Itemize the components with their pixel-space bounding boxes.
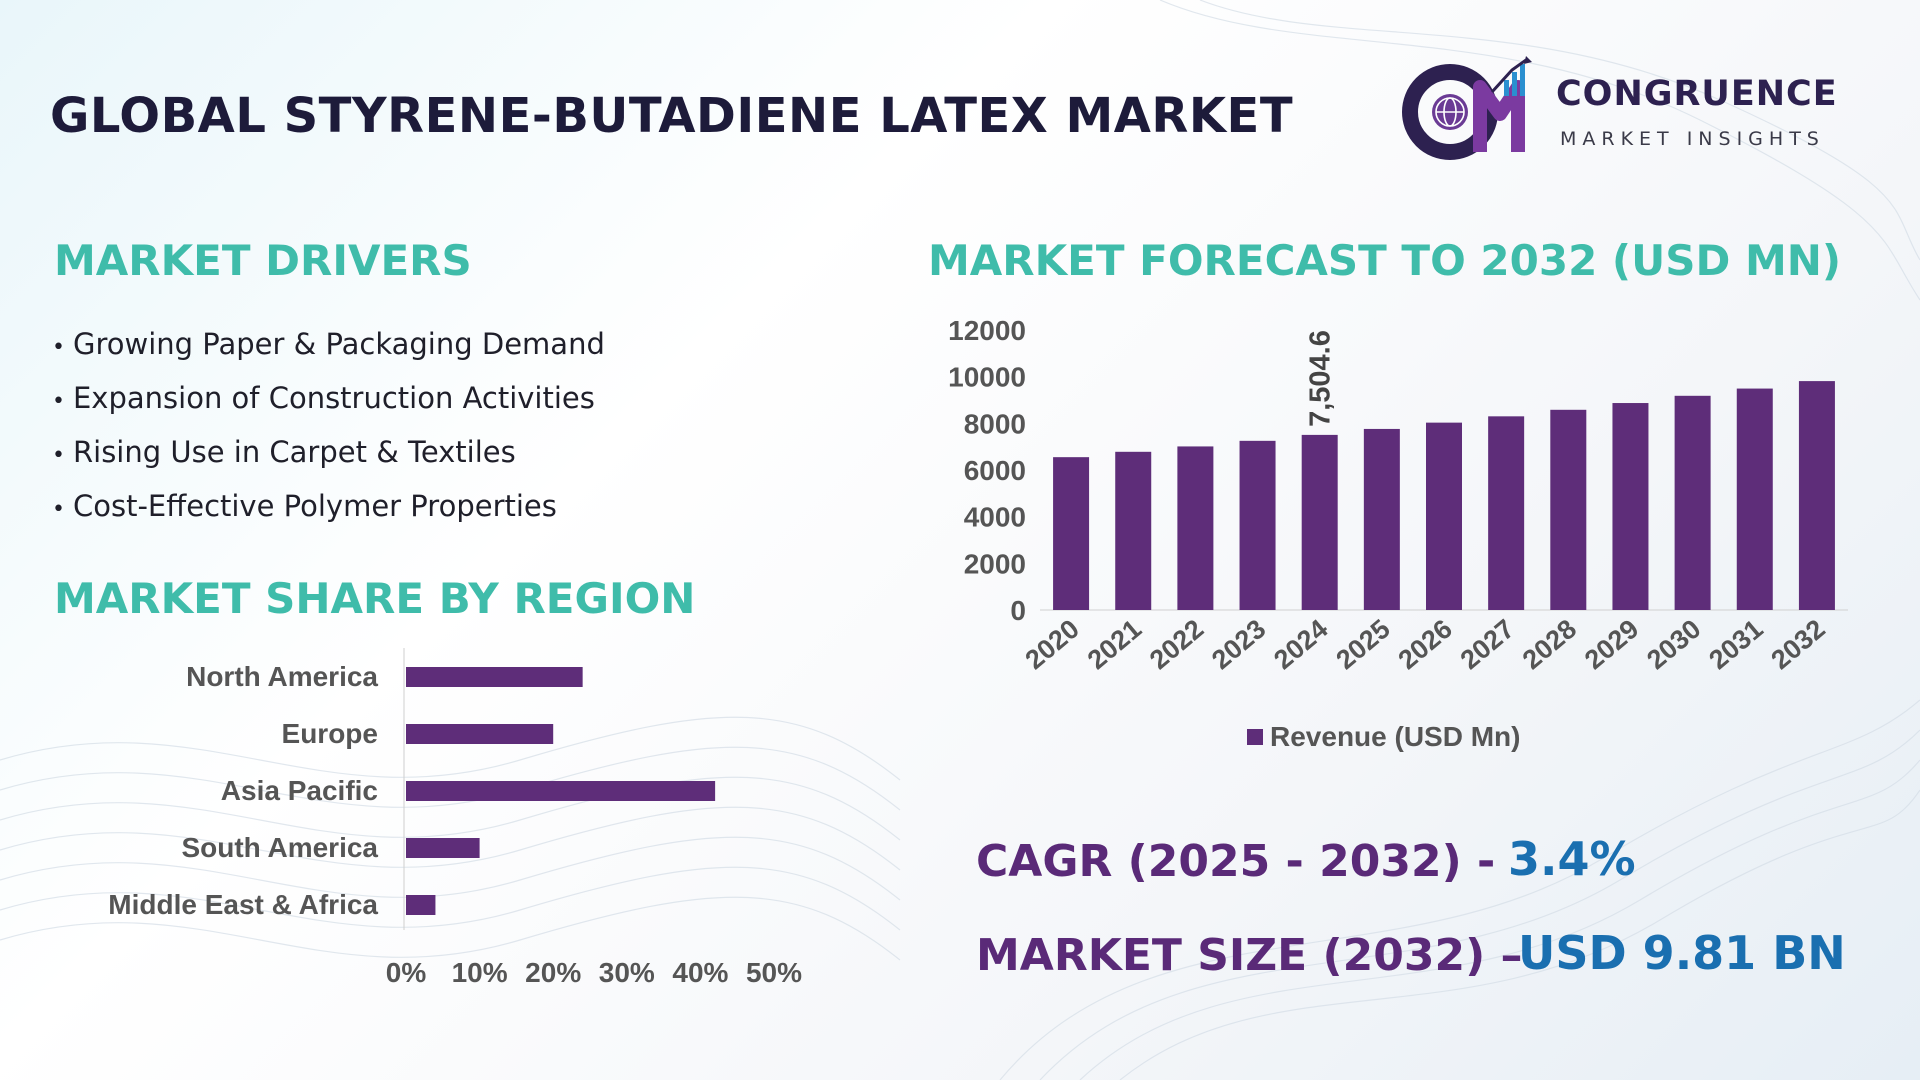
region-bar: [406, 838, 480, 858]
region-bar: [406, 724, 554, 744]
forecast-bar: [1426, 422, 1462, 610]
forecast-bar: [1177, 446, 1214, 610]
region-category-label: North America: [186, 661, 378, 692]
driver-text: Growing Paper & Packaging Demand: [72, 327, 605, 361]
forecast-bar: [1363, 428, 1400, 610]
driver-text: Rising Use in Carpet & Textiles: [72, 435, 516, 469]
logo-name: CONGRUENCE: [1556, 74, 1838, 114]
forecast-bar: [1488, 416, 1525, 610]
region-tick-label: 40%: [672, 957, 728, 988]
forecast-data-label: 7,504.6: [1305, 330, 1337, 427]
bullet-icon: •: [52, 389, 65, 414]
forecast-x-tick-label: 2028: [1517, 614, 1582, 676]
forecast-bar: [1239, 440, 1276, 610]
forecast-x-tick-label: 2020: [1020, 614, 1085, 676]
forecast-y-tick-label: 12000: [948, 315, 1026, 346]
region-bar: [406, 781, 716, 801]
region-category-label: Middle East & Africa: [108, 889, 378, 920]
forecast-x-tick-label: 2029: [1579, 614, 1644, 676]
region-tick-label: 0%: [386, 957, 427, 988]
forecast-x-tick-label: 2027: [1455, 614, 1520, 676]
forecast-x-tick-label: 2026: [1393, 614, 1458, 676]
market-size-value: USD 9.81 BN: [1518, 926, 1846, 980]
bullet-icon: •: [52, 497, 65, 522]
region-tick-label: 50%: [746, 957, 802, 988]
region-category-label: South America: [181, 832, 378, 863]
legend-label: Revenue (USD Mn): [1270, 721, 1520, 752]
region-category-label: Europe: [282, 718, 378, 749]
region-bar: [406, 895, 436, 915]
forecast-bar: [1550, 409, 1587, 610]
market-size-label: MARKET SIZE (2032) –: [976, 930, 1523, 981]
forecast-title: MARKET FORECAST TO 2032 (USD MN): [928, 236, 1842, 285]
forecast-y-tick-label: 8000: [964, 408, 1026, 439]
forecast-y-tick-label: 6000: [964, 455, 1026, 486]
forecast-bar: [1736, 388, 1773, 610]
forecast-chart: 1200010000800060004000200002020202120222…: [948, 315, 1848, 752]
bullet-icon: •: [52, 443, 65, 468]
forecast-bar: [1674, 395, 1711, 610]
forecast-x-tick-label: 2022: [1144, 614, 1209, 676]
driver-item: • Rising Use in Carpet & Textiles: [52, 430, 605, 484]
forecast-y-tick-label: 10000: [948, 362, 1026, 393]
market-drivers-title: MARKET DRIVERS: [54, 236, 472, 285]
logo-tagline: MARKET INSIGHTS: [1560, 128, 1825, 150]
forecast-y-tick-label: 4000: [964, 502, 1026, 533]
driver-item: • Expansion of Construction Activities: [52, 376, 605, 430]
cagr-value: 3.4%: [1508, 832, 1636, 886]
region-tick-label: 10%: [452, 957, 508, 988]
forecast-y-tick-label: 2000: [964, 548, 1026, 579]
forecast-x-tick-label: 2025: [1330, 614, 1395, 676]
bullet-icon: •: [52, 335, 65, 360]
driver-item: • Growing Paper & Packaging Demand: [52, 322, 605, 376]
forecast-x-tick-label: 2023: [1206, 614, 1271, 676]
forecast-bar: [1612, 403, 1649, 610]
forecast-x-tick-label: 2024: [1268, 614, 1333, 676]
driver-item: • Cost-Effective Polymer Properties: [52, 484, 605, 538]
region-bar: [406, 667, 583, 687]
driver-text: Cost-Effective Polymer Properties: [72, 489, 557, 523]
forecast-x-tick-label: 2021: [1082, 614, 1147, 676]
logo-mark-icon: [1402, 56, 1532, 160]
region-tick-label: 20%: [525, 957, 581, 988]
legend-swatch: [1247, 729, 1263, 745]
region-tick-label: 30%: [599, 957, 655, 988]
forecast-bar: [1053, 457, 1090, 610]
forecast-x-tick-label: 2030: [1641, 614, 1706, 676]
region-share-title: MARKET SHARE BY REGION: [54, 574, 696, 623]
region-share-chart: North America Europe Asia Pacific South Ame…: [108, 648, 802, 988]
driver-text: Expansion of Construction Activities: [72, 381, 595, 415]
brand-logo: CONGRUENCE MARKET INSIGHTS: [1400, 52, 1880, 162]
forecast-y-tick-label: 0: [1010, 595, 1026, 626]
region-category-label: Asia Pacific: [221, 775, 378, 806]
forecast-bar: [1115, 451, 1152, 610]
forecast-bar: [1798, 381, 1835, 610]
forecast-x-tick-label: 2032: [1765, 614, 1830, 676]
forecast-bar: [1301, 434, 1338, 610]
page-title: GLOBAL STYRENE-BUTADIENE LATEX MARKET: [50, 88, 1294, 144]
drivers-list: • Growing Paper & Packaging Demand • Expan…: [52, 322, 605, 538]
forecast-x-tick-label: 2031: [1703, 614, 1768, 676]
cagr-label: CAGR (2025 - 2032) -: [976, 836, 1496, 887]
